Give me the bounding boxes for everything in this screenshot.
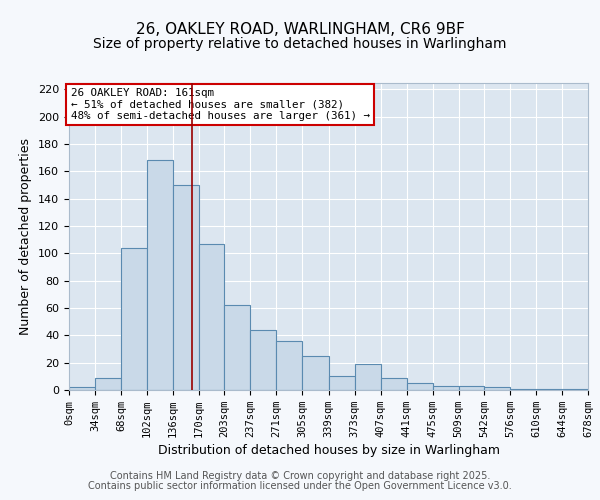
Text: Contains HM Land Registry data © Crown copyright and database right 2025.: Contains HM Land Registry data © Crown c… (110, 471, 490, 481)
Text: Size of property relative to detached houses in Warlingham: Size of property relative to detached ho… (93, 37, 507, 51)
Bar (433, 386, 458, 390)
Bar (329, 376, 355, 390)
Bar (173, 185, 199, 390)
Bar (484, 388, 510, 390)
Bar (277, 341, 302, 390)
Bar (199, 244, 224, 390)
Bar (458, 386, 484, 390)
Bar (302, 356, 329, 390)
X-axis label: Distribution of detached houses by size in Warlingham: Distribution of detached houses by size … (157, 444, 499, 457)
Bar (380, 378, 407, 390)
Bar (95, 378, 121, 390)
Text: 26 OAKLEY ROAD: 161sqm
← 51% of detached houses are smaller (382)
48% of semi-de: 26 OAKLEY ROAD: 161sqm ← 51% of detached… (71, 88, 370, 121)
Bar (407, 383, 433, 390)
Bar (250, 330, 277, 390)
Bar (510, 388, 536, 390)
Bar (147, 160, 173, 390)
Bar (224, 306, 250, 390)
Text: 26, OAKLEY ROAD, WARLINGHAM, CR6 9BF: 26, OAKLEY ROAD, WARLINGHAM, CR6 9BF (136, 22, 464, 36)
Text: Contains public sector information licensed under the Open Government Licence v3: Contains public sector information licen… (88, 481, 512, 491)
Y-axis label: Number of detached properties: Number of detached properties (19, 138, 32, 335)
Bar (121, 248, 147, 390)
Bar (536, 388, 562, 390)
Bar (69, 388, 95, 390)
Bar (355, 364, 380, 390)
Bar (562, 388, 588, 390)
